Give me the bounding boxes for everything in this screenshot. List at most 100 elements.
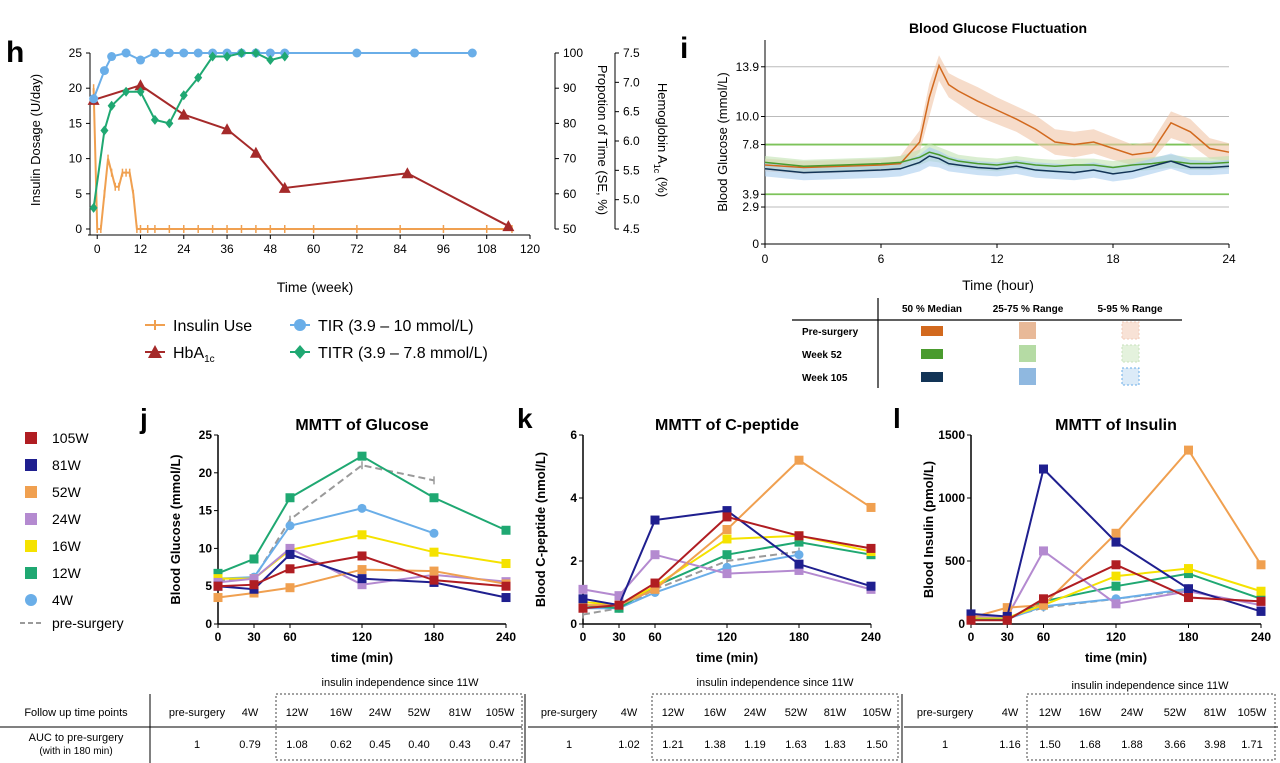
- j-point-24w: [357, 580, 367, 590]
- h-line-insulin-use: [92, 88, 512, 230]
- h-right-tick-label: 5.0: [623, 193, 640, 207]
- k-point-52w: [650, 584, 660, 594]
- h-point-titr-3-9-7-8-mmol-l: [136, 86, 145, 97]
- l-x-tick-label: 0: [968, 630, 975, 644]
- h-right-tick-label: 4.5: [623, 222, 640, 236]
- j-x-tick-label: 180: [424, 630, 444, 644]
- l-y-tick-label: 1000: [938, 491, 965, 505]
- h-point-tir-3-9-10-mmol-l: [99, 66, 109, 76]
- panel-j-letter: j: [139, 403, 148, 434]
- auc-note-cpeptide: insulin independence since 11W: [697, 677, 855, 689]
- k-point-105w: [614, 600, 624, 610]
- h-point-titr-3-9-7-8-mmol-l: [122, 86, 131, 97]
- l-point-81w: [1111, 537, 1121, 547]
- auc-cpeptide-value-81w: 1.83: [824, 739, 845, 751]
- l-line-12w: [971, 572, 1262, 620]
- h-point-tir-3-9-10-mmol-l: [193, 48, 203, 58]
- l-x-label: time (min): [1085, 650, 1147, 665]
- auc-cpeptide-header-24w: 24W: [744, 707, 767, 719]
- j-point-16w: [357, 530, 367, 540]
- auc-cpeptide-header-81w: 81W: [824, 707, 847, 719]
- chart-i: 0 2.93.9 7.8 10.0 13.9 0 6 12 18 24: [736, 40, 1236, 266]
- k-x-tick-label: 180: [789, 630, 809, 644]
- auc-insulin-value-81w: 3.98: [1204, 739, 1225, 751]
- k-point-81w: [866, 581, 876, 591]
- j-x-tick-label: 30: [247, 630, 261, 644]
- k-point-12w: [794, 537, 804, 547]
- h-legend-marker-tir-3-9-10-mmol-l: [294, 319, 306, 331]
- j-x-tick-label: 120: [352, 630, 372, 644]
- i-median-pre-surgery: [764, 63, 1230, 169]
- j-y-tick-label: 15: [199, 504, 213, 518]
- j-point-105w: [249, 580, 259, 590]
- auc-glucose-header-12w: 12W: [286, 707, 309, 719]
- k-y-tick-label: 6: [570, 428, 577, 442]
- j-point-12w: [249, 554, 259, 564]
- k-title: MMTT of C-peptide: [655, 417, 799, 434]
- auc-insulin-header-52w: 52W: [1164, 707, 1187, 719]
- j-point-12w: [357, 451, 367, 461]
- h-left-tick-label: 15: [69, 116, 83, 130]
- k-line-81w: [582, 509, 872, 607]
- i-swatch-pre-iqr: [1019, 322, 1036, 339]
- h-point-titr-3-9-7-8-mmol-l: [100, 125, 109, 136]
- h-x-tick-label: 12: [134, 242, 148, 256]
- j-x-tick-label: 240: [496, 630, 516, 644]
- auc-glucose-value-52w: 0.40: [408, 739, 429, 751]
- auc-insulin-header-pre-surgery: pre-surgery: [917, 707, 974, 719]
- h-point-hba1c: [249, 146, 262, 158]
- h-point-tir-3-9-10-mmol-l: [410, 48, 420, 58]
- h-point-tir-3-9-10-mmol-l: [352, 48, 362, 58]
- l-x-tick-label: 120: [1106, 630, 1126, 644]
- i-swatch-w52-iqr: [1019, 345, 1036, 362]
- k-line-105w: [582, 515, 872, 610]
- h-x-tick-label: 60: [307, 242, 321, 256]
- l-point-52w: [1039, 600, 1048, 610]
- j-line-12w: [217, 455, 507, 575]
- h-point-titr-3-9-7-8-mmol-l: [150, 114, 159, 125]
- auc-insulin-value-105w: 1.71: [1241, 739, 1262, 751]
- h-point-hba1c: [278, 181, 291, 193]
- k-x-tick-label: 120: [717, 630, 737, 644]
- i-y-tick-label: 10.0: [736, 110, 760, 124]
- k-point-81w: [794, 559, 804, 569]
- l-x-tick-label: 180: [1178, 630, 1198, 644]
- j-title: MMTT of Glucose: [295, 417, 428, 434]
- k-point-105w: [578, 603, 588, 613]
- auc-glucose-value-105w: 0.47: [489, 739, 510, 751]
- j-point-24w: [285, 543, 295, 553]
- auc-cpeptide-value-4w: 1.02: [618, 739, 639, 751]
- k-point-24w: [722, 569, 732, 579]
- auc-insulin-header-105w: 105W: [1238, 707, 1267, 719]
- j-point-12w: [429, 493, 439, 503]
- panel-h-y-label-mid: Propotion of Time (SE, %): [595, 65, 610, 215]
- legend-label-4w: 4W: [52, 592, 74, 608]
- k-point-24w: [578, 584, 588, 594]
- i-y-tick-label: 0: [752, 237, 759, 251]
- h-x-tick-label: 72: [350, 242, 364, 256]
- h-point-tir-3-9-10-mmol-l: [135, 55, 145, 65]
- j-x-label: time (min): [331, 650, 393, 665]
- k-y-label: Blood C-peptide (nmol/L): [533, 452, 548, 607]
- auc-cpeptide-header-105w: 105W: [863, 707, 892, 719]
- j-point-81w: [285, 549, 295, 559]
- k-y-tick-label: 4: [570, 491, 577, 505]
- chart-k: MMTT of C-peptide time (min) Blood C-pepti…: [533, 417, 881, 665]
- h-legend-marker-titr-3-9-7-8-mmol-l: [294, 345, 306, 359]
- h-point-tir-3-9-10-mmol-l: [121, 48, 131, 58]
- auc-cpeptide-header-4w: 4W: [621, 707, 638, 719]
- h-left-tick-label: 20: [69, 81, 83, 95]
- h-point-tir-3-9-10-mmol-l: [467, 48, 477, 58]
- i-x-tick-label: 24: [1222, 252, 1236, 266]
- k-x-tick-label: 240: [861, 630, 881, 644]
- auc-cpeptide-value-52w: 1.63: [785, 739, 806, 751]
- j-point-16w: [429, 547, 439, 557]
- h-mid-tick-label: 70: [563, 152, 577, 166]
- i-x-tick-label: 0: [762, 252, 769, 266]
- l-point-105w: [1039, 594, 1048, 604]
- l-point-52w: [1256, 560, 1266, 570]
- legend-label-pre-surgery: pre-surgery: [52, 615, 124, 631]
- j-point-4w: [285, 521, 295, 531]
- h-point-tir-3-9-10-mmol-l: [150, 48, 160, 58]
- j-point-12w: [285, 493, 295, 503]
